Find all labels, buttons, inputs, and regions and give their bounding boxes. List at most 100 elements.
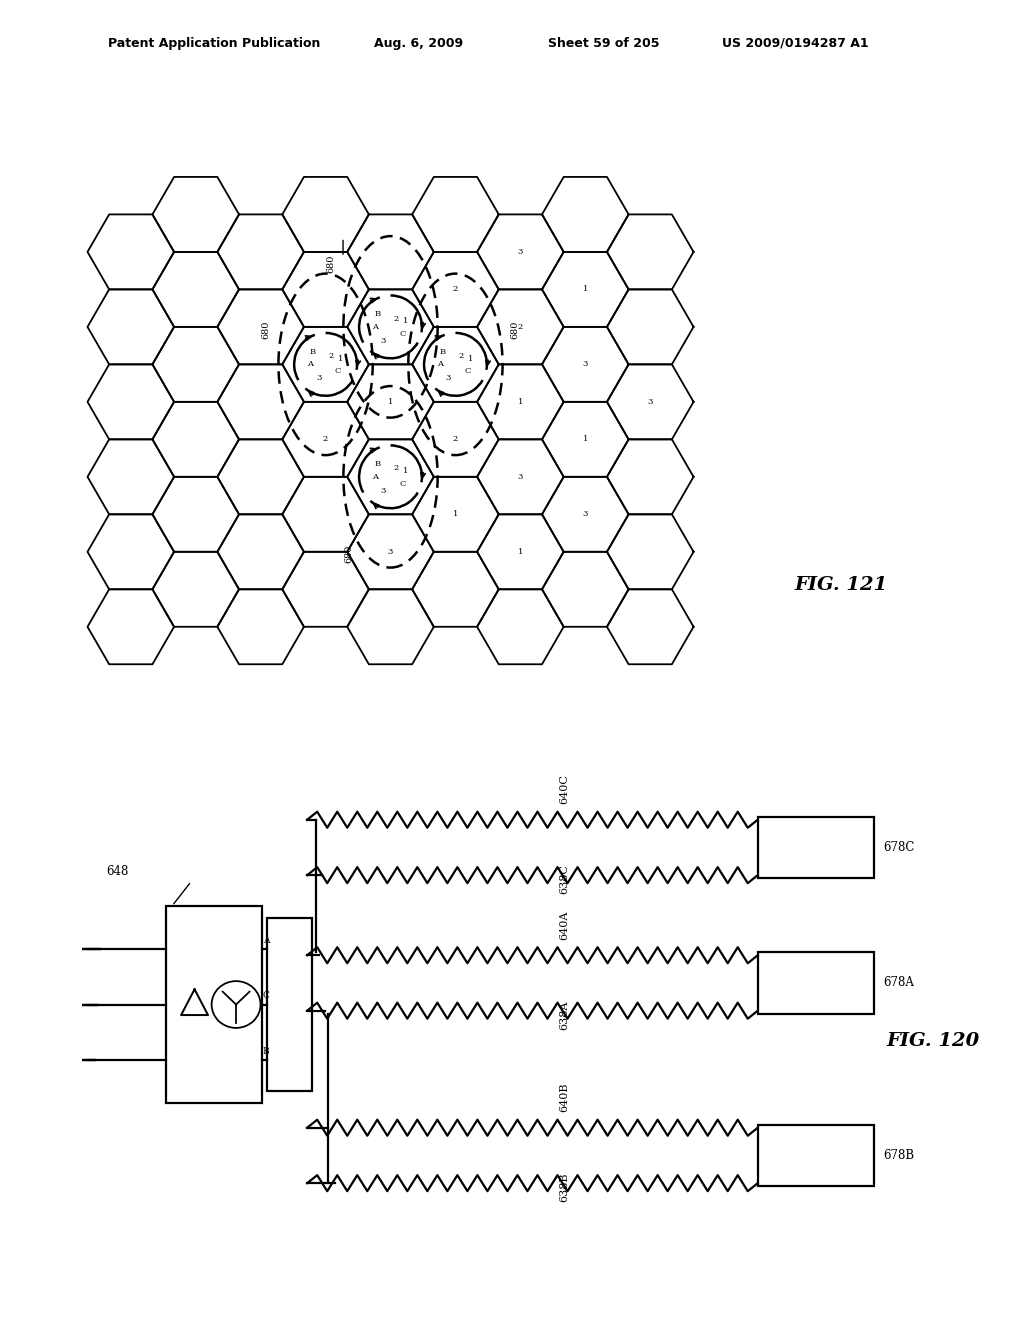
Bar bbox=[166, 906, 262, 1104]
Polygon shape bbox=[283, 477, 369, 552]
Text: C: C bbox=[263, 991, 269, 1001]
Bar bbox=[758, 817, 873, 878]
Polygon shape bbox=[347, 289, 434, 364]
Polygon shape bbox=[347, 214, 434, 289]
Text: B: B bbox=[263, 1047, 269, 1056]
Text: 1: 1 bbox=[468, 355, 473, 363]
Polygon shape bbox=[607, 515, 693, 589]
Polygon shape bbox=[87, 364, 174, 440]
Polygon shape bbox=[217, 214, 304, 289]
Polygon shape bbox=[217, 440, 304, 515]
Polygon shape bbox=[412, 401, 499, 477]
Polygon shape bbox=[153, 177, 239, 252]
Bar bbox=[758, 1125, 873, 1187]
Text: 3: 3 bbox=[518, 473, 523, 480]
Polygon shape bbox=[542, 477, 629, 552]
Polygon shape bbox=[283, 552, 369, 627]
Text: 678C: 678C bbox=[884, 841, 914, 854]
Polygon shape bbox=[607, 589, 693, 664]
Text: 3: 3 bbox=[388, 548, 393, 556]
Text: C: C bbox=[400, 330, 407, 338]
Text: A: A bbox=[437, 360, 443, 368]
Polygon shape bbox=[153, 552, 239, 627]
Text: 640B: 640B bbox=[560, 1082, 569, 1113]
Text: 3: 3 bbox=[583, 511, 588, 519]
Polygon shape bbox=[607, 364, 693, 440]
Polygon shape bbox=[217, 515, 304, 589]
Text: A: A bbox=[372, 323, 378, 331]
Text: B: B bbox=[440, 347, 445, 356]
Polygon shape bbox=[87, 440, 174, 515]
Bar bbox=[758, 952, 873, 1014]
Text: 2: 2 bbox=[393, 465, 398, 473]
Text: 2: 2 bbox=[393, 314, 398, 322]
Polygon shape bbox=[283, 327, 369, 401]
Text: 678B: 678B bbox=[884, 1148, 914, 1162]
Text: A: A bbox=[372, 473, 378, 480]
Text: 680: 680 bbox=[262, 321, 270, 339]
Text: 1: 1 bbox=[518, 397, 523, 405]
Text: 2: 2 bbox=[453, 285, 458, 293]
Text: FIG. 120: FIG. 120 bbox=[887, 1032, 980, 1051]
Text: 1: 1 bbox=[338, 355, 344, 363]
Text: 638B: 638B bbox=[560, 1173, 569, 1203]
Polygon shape bbox=[153, 252, 239, 327]
Polygon shape bbox=[477, 364, 563, 440]
Text: US 2009/0194287 A1: US 2009/0194287 A1 bbox=[722, 37, 868, 50]
Polygon shape bbox=[542, 552, 629, 627]
Text: 1: 1 bbox=[453, 511, 458, 519]
Text: B: B bbox=[310, 347, 316, 356]
Polygon shape bbox=[153, 477, 239, 552]
Polygon shape bbox=[217, 289, 304, 364]
Text: Patent Application Publication: Patent Application Publication bbox=[108, 37, 319, 50]
Polygon shape bbox=[347, 364, 434, 440]
Text: 3: 3 bbox=[647, 397, 653, 405]
Text: Aug. 6, 2009: Aug. 6, 2009 bbox=[374, 37, 463, 50]
Polygon shape bbox=[412, 552, 499, 627]
Text: 3: 3 bbox=[445, 375, 452, 383]
Text: A: A bbox=[263, 936, 269, 945]
Bar bbox=[267, 919, 312, 1090]
Text: 640A: 640A bbox=[560, 911, 569, 940]
Polygon shape bbox=[153, 327, 239, 401]
Text: 638C: 638C bbox=[560, 865, 569, 895]
Polygon shape bbox=[477, 440, 563, 515]
Text: B: B bbox=[375, 461, 381, 469]
Polygon shape bbox=[347, 440, 434, 515]
Text: 1: 1 bbox=[518, 548, 523, 556]
Text: 2: 2 bbox=[518, 323, 523, 331]
Polygon shape bbox=[217, 364, 304, 440]
Text: C: C bbox=[400, 479, 407, 488]
Polygon shape bbox=[477, 214, 563, 289]
Polygon shape bbox=[87, 589, 174, 664]
Text: 1: 1 bbox=[388, 397, 393, 405]
Text: 2: 2 bbox=[329, 352, 334, 360]
Polygon shape bbox=[283, 401, 369, 477]
Text: B: B bbox=[375, 310, 381, 318]
Text: 638A: 638A bbox=[560, 1001, 569, 1030]
Text: 3: 3 bbox=[381, 487, 386, 495]
Polygon shape bbox=[412, 177, 499, 252]
Text: 2: 2 bbox=[459, 352, 464, 360]
Polygon shape bbox=[542, 252, 629, 327]
Polygon shape bbox=[542, 177, 629, 252]
Polygon shape bbox=[607, 289, 693, 364]
Text: 680: 680 bbox=[344, 544, 353, 562]
Text: 640C: 640C bbox=[560, 775, 569, 804]
Polygon shape bbox=[347, 515, 434, 589]
Text: 648: 648 bbox=[106, 865, 128, 878]
Polygon shape bbox=[283, 177, 369, 252]
Polygon shape bbox=[477, 289, 563, 364]
Text: Sheet 59 of 205: Sheet 59 of 205 bbox=[548, 37, 659, 50]
Polygon shape bbox=[607, 214, 693, 289]
Polygon shape bbox=[412, 327, 499, 401]
Polygon shape bbox=[607, 440, 693, 515]
Text: 2: 2 bbox=[323, 436, 329, 444]
Polygon shape bbox=[542, 401, 629, 477]
Text: 1: 1 bbox=[583, 285, 588, 293]
Text: C: C bbox=[465, 367, 471, 375]
Polygon shape bbox=[412, 477, 499, 552]
Polygon shape bbox=[153, 401, 239, 477]
Text: C: C bbox=[335, 367, 341, 375]
Text: 2: 2 bbox=[453, 436, 458, 444]
